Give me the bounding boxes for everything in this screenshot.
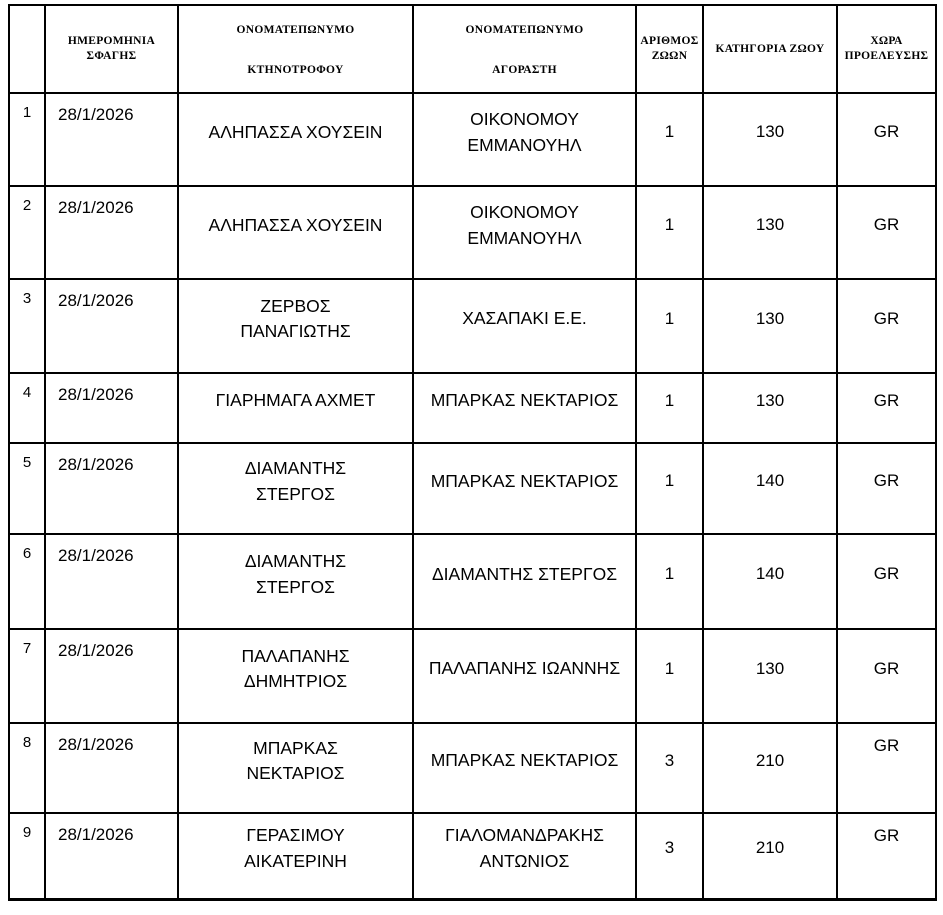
buyer-name: ΔΙΑΜΑΝΤΗΣ ΣΤΕΡΓΟΣ	[412, 533, 637, 630]
origin-country: GR	[836, 372, 937, 444]
animal-count: 1	[635, 278, 704, 374]
origin-country: GR	[836, 722, 937, 814]
farmer-name: ΓΕΡΑΣΙΜΟΥ ΑΙΚΑΤΕΡΙΝΗ	[177, 812, 414, 900]
row-index: 3	[8, 278, 46, 374]
row-index: 9	[8, 812, 46, 900]
header-buyer-line2: ΑΓΟΡΑΣΤΗ	[492, 63, 557, 76]
table-row: 7 28/1/2026 ΠΑΛΑΠΑΝΗΣ ΔΗΜΗΤΡΙΟΣ ΠΑΛΑΠΑΝΗΣ Ι…	[8, 628, 937, 724]
row-index: 6	[8, 533, 46, 630]
origin-country: GR	[836, 92, 937, 187]
buyer-name: ΜΠΑΡΚΑΣ ΝΕΚΤΑΡΙΟΣ	[412, 442, 637, 535]
buyer-name: ΜΠΑΡΚΑΣ ΝΕΚΤΑΡΙΟΣ	[412, 722, 637, 814]
slaughter-date: 28/1/2026	[44, 442, 179, 535]
table-row: 9 28/1/2026 ΓΕΡΑΣΙΜΟΥ ΑΙΚΑΤΕΡΙΝΗ ΓΙΑΛΟΜΑΝΔΡ…	[8, 812, 937, 900]
animal-category: 130	[702, 278, 838, 374]
row-index: 2	[8, 185, 46, 280]
farmer-name: ΖΕΡΒΟΣ ΠΑΝΑΓΙΩΤΗΣ	[177, 278, 414, 374]
header-farmer-line2: ΚΤΗΝΟΤΡΟΦΟΥ	[247, 63, 344, 76]
slaughter-date: 28/1/2026	[44, 533, 179, 630]
farmer-name: ΠΑΛΑΠΑΝΗΣ ΔΗΜΗΤΡΙΟΣ	[177, 628, 414, 724]
header-slaughter-date: ΗΜΕΡΟΜΗΝΙΑ ΣΦΑΓΗΣ	[44, 4, 179, 94]
animal-count: 1	[635, 533, 704, 630]
farmer-name: ΓΙΑΡΗΜΑΓΑ ΑΧΜΕΤ	[177, 372, 414, 444]
buyer-name: ΜΠΑΡΚΑΣ ΝΕΚΤΑΡΙΟΣ	[412, 372, 637, 444]
animal-category: 140	[702, 533, 838, 630]
animal-count: 1	[635, 442, 704, 535]
table-row: 1 28/1/2026 ΑΛΗΠΑΣΣΑ ΧΟΥΣΕΙΝ ΟΙΚΟΝΟΜΟΥ ΕΜΜΑ…	[8, 92, 937, 187]
slaughter-date: 28/1/2026	[44, 278, 179, 374]
slaughter-date: 28/1/2026	[44, 92, 179, 187]
farmer-name: ΑΛΗΠΑΣΣΑ ΧΟΥΣΕΙΝ	[177, 185, 414, 280]
header-animal-count: ΑΡΙΘΜΟΣ ΖΩΩΝ	[635, 4, 704, 94]
origin-country: GR	[836, 812, 937, 900]
slaughter-date: 28/1/2026	[44, 185, 179, 280]
origin-country: GR	[836, 442, 937, 535]
animal-count: 1	[635, 628, 704, 724]
animal-count: 1	[635, 185, 704, 280]
animal-category: 140	[702, 442, 838, 535]
farmer-name: ΔΙΑΜΑΝΤΗΣ ΣΤΕΡΓΟΣ	[177, 442, 414, 535]
header-farmer-name: ΟΝΟΜΑΤΕΠΩΝΥΜΟ ΚΤΗΝΟΤΡΟΦΟΥ	[177, 4, 414, 94]
animal-category: 130	[702, 92, 838, 187]
buyer-name: ΓΙΑΛΟΜΑΝΔΡΑΚΗΣ ΑΝΤΩΝΙΟΣ	[412, 812, 637, 900]
header-buyer-name: ΟΝΟΜΑΤΕΠΩΝΥΜΟ ΑΓΟΡΑΣΤΗ	[412, 4, 637, 94]
animal-category: 130	[702, 628, 838, 724]
header-farmer-line1: ΟΝΟΜΑΤΕΠΩΝΥΜΟ	[236, 24, 355, 36]
header-origin-country: ΧΩΡΑ ΠΡΟΕΛΕΥΣΗΣ	[836, 4, 937, 94]
animal-category: 130	[702, 185, 838, 280]
buyer-name: ΟΙΚΟΝΟΜΟΥ ΕΜΜΑΝΟΥΗΛ	[412, 92, 637, 187]
table-row: 2 28/1/2026 ΑΛΗΠΑΣΣΑ ΧΟΥΣΕΙΝ ΟΙΚΟΝΟΜΟΥ ΕΜΜΑ…	[8, 185, 937, 280]
origin-country: GR	[836, 533, 937, 630]
table-row: 5 28/1/2026 ΔΙΑΜΑΝΤΗΣ ΣΤΕΡΓΟΣ ΜΠΑΡΚΑΣ ΝΕΚΤΑ…	[8, 442, 937, 535]
animal-count: 1	[635, 92, 704, 187]
header-animal-category: ΚΑΤΗΓΟΡΙΑ ΖΩΟΥ	[702, 4, 838, 94]
table-row: 8 28/1/2026 ΜΠΑΡΚΑΣ ΝΕΚΤΑΡΙΟΣ ΜΠΑΡΚΑΣ ΝΕΚΤΑ…	[8, 722, 937, 814]
row-index: 4	[8, 372, 46, 444]
table-header: ΗΜΕΡΟΜΗΝΙΑ ΣΦΑΓΗΣ ΟΝΟΜΑΤΕΠΩΝΥΜΟ ΚΤΗΝΟΤΡΟ…	[8, 4, 937, 94]
header-row: ΗΜΕΡΟΜΗΝΙΑ ΣΦΑΓΗΣ ΟΝΟΜΑΤΕΠΩΝΥΜΟ ΚΤΗΝΟΤΡΟ…	[8, 4, 937, 94]
row-index: 5	[8, 442, 46, 535]
animal-count: 1	[635, 372, 704, 444]
animal-category: 210	[702, 812, 838, 900]
animal-category: 210	[702, 722, 838, 814]
slaughter-date: 28/1/2026	[44, 628, 179, 724]
farmer-name: ΔΙΑΜΑΝΤΗΣ ΣΤΕΡΓΟΣ	[177, 533, 414, 630]
slaughter-registry-table: ΗΜΕΡΟΜΗΝΙΑ ΣΦΑΓΗΣ ΟΝΟΜΑΤΕΠΩΝΥΜΟ ΚΤΗΝΟΤΡΟ…	[8, 4, 937, 901]
slaughter-date: 28/1/2026	[44, 372, 179, 444]
farmer-name: ΑΛΗΠΑΣΣΑ ΧΟΥΣΕΙΝ	[177, 92, 414, 187]
animal-count: 3	[635, 812, 704, 900]
row-index: 1	[8, 92, 46, 187]
origin-country: GR	[836, 278, 937, 374]
table-row: 6 28/1/2026 ΔΙΑΜΑΝΤΗΣ ΣΤΕΡΓΟΣ ΔΙΑΜΑΝΤΗΣ ΣΤΕ…	[8, 533, 937, 630]
origin-country: GR	[836, 185, 937, 280]
row-index: 8	[8, 722, 46, 814]
row-index: 7	[8, 628, 46, 724]
buyer-name: ΟΙΚΟΝΟΜΟΥ ΕΜΜΑΝΟΥΗΛ	[412, 185, 637, 280]
header-index	[8, 4, 46, 94]
buyer-name: ΠΑΛΑΠΑΝΗΣ ΙΩΑΝΝΗΣ	[412, 628, 637, 724]
table-body: 1 28/1/2026 ΑΛΗΠΑΣΣΑ ΧΟΥΣΕΙΝ ΟΙΚΟΝΟΜΟΥ ΕΜΜΑ…	[8, 92, 937, 900]
animal-count: 3	[635, 722, 704, 814]
origin-country: GR	[836, 628, 937, 724]
slaughter-date: 28/1/2026	[44, 812, 179, 900]
table-row: 4 28/1/2026 ΓΙΑΡΗΜΑΓΑ ΑΧΜΕΤ ΜΠΑΡΚΑΣ ΝΕΚΤΑΡΙ…	[8, 372, 937, 444]
table-row: 3 28/1/2026 ΖΕΡΒΟΣ ΠΑΝΑΓΙΩΤΗΣ ΧΑΣΑΠΑΚΙ Ε.Ε.…	[8, 278, 937, 374]
slaughter-date: 28/1/2026	[44, 722, 179, 814]
header-buyer-line1: ΟΝΟΜΑΤΕΠΩΝΥΜΟ	[465, 24, 584, 36]
animal-category: 130	[702, 372, 838, 444]
farmer-name: ΜΠΑΡΚΑΣ ΝΕΚΤΑΡΙΟΣ	[177, 722, 414, 814]
buyer-name: ΧΑΣΑΠΑΚΙ Ε.Ε.	[412, 278, 637, 374]
